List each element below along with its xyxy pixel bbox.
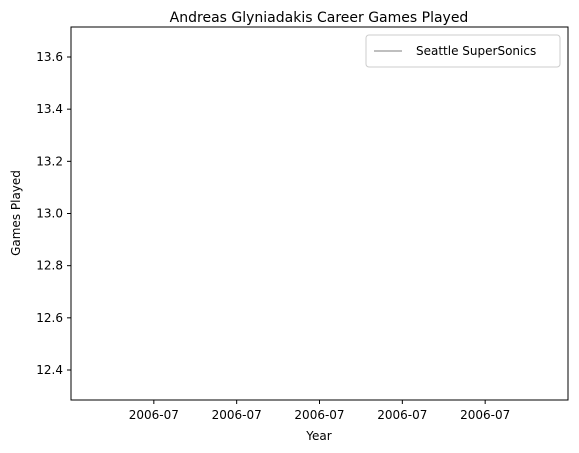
x-tick-label-4: 2006-07 [460, 408, 510, 422]
y-axis-label: Games Played [9, 170, 23, 256]
y-axis: 12.4 12.6 12.8 13.0 13.2 13.4 13.6 [36, 50, 71, 377]
y-tick-label-3: 13.0 [36, 207, 63, 221]
legend-label-seattle-supersonics: Seattle SuperSonics [416, 44, 536, 58]
y-tick-label-0: 12.4 [36, 363, 63, 377]
legend-box [365, 34, 561, 68]
plot-border [70, 26, 569, 401]
x-axis-label: Year [305, 429, 331, 443]
x-axis: 2006-07 2006-07 2006-07 2006-07 2006-07 [129, 400, 510, 422]
x-tick-label-3: 2006-07 [377, 408, 427, 422]
x-tick-label-1: 2006-07 [212, 408, 262, 422]
x-tick-label-0: 2006-07 [129, 408, 179, 422]
legend: Seattle SuperSonics [365, 34, 561, 68]
y-tick-label-2: 12.8 [36, 259, 63, 273]
y-tick-label-1: 12.6 [36, 311, 63, 325]
y-tick-label-4: 13.2 [36, 154, 63, 168]
plot-area [70, 26, 569, 401]
chart-title: Andreas Glyniadakis Career Games Played [170, 10, 469, 26]
y-tick-label-6: 13.6 [36, 50, 63, 64]
x-tick-label-2: 2006-07 [294, 408, 344, 422]
y-tick-label-5: 13.4 [36, 102, 63, 116]
